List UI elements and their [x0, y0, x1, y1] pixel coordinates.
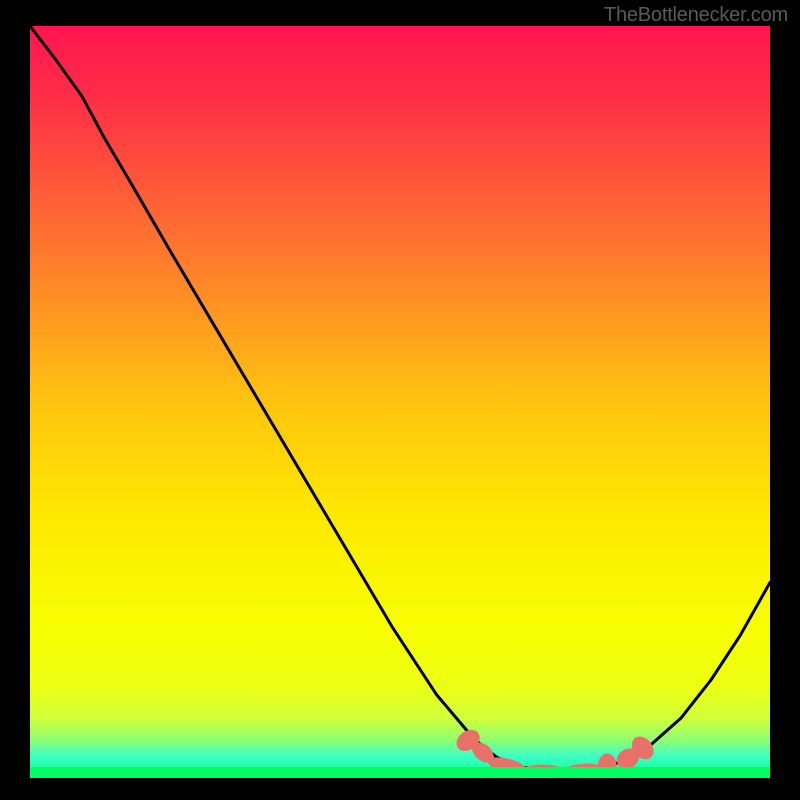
- chart-container: TheBottlenecker.com: [0, 0, 800, 800]
- bottleneck-curve-chart: [30, 26, 770, 778]
- attribution-text: TheBottlenecker.com: [604, 4, 788, 27]
- green-baseline-band: [30, 767, 770, 778]
- plot-area: [30, 26, 770, 778]
- gradient-background: [30, 26, 770, 778]
